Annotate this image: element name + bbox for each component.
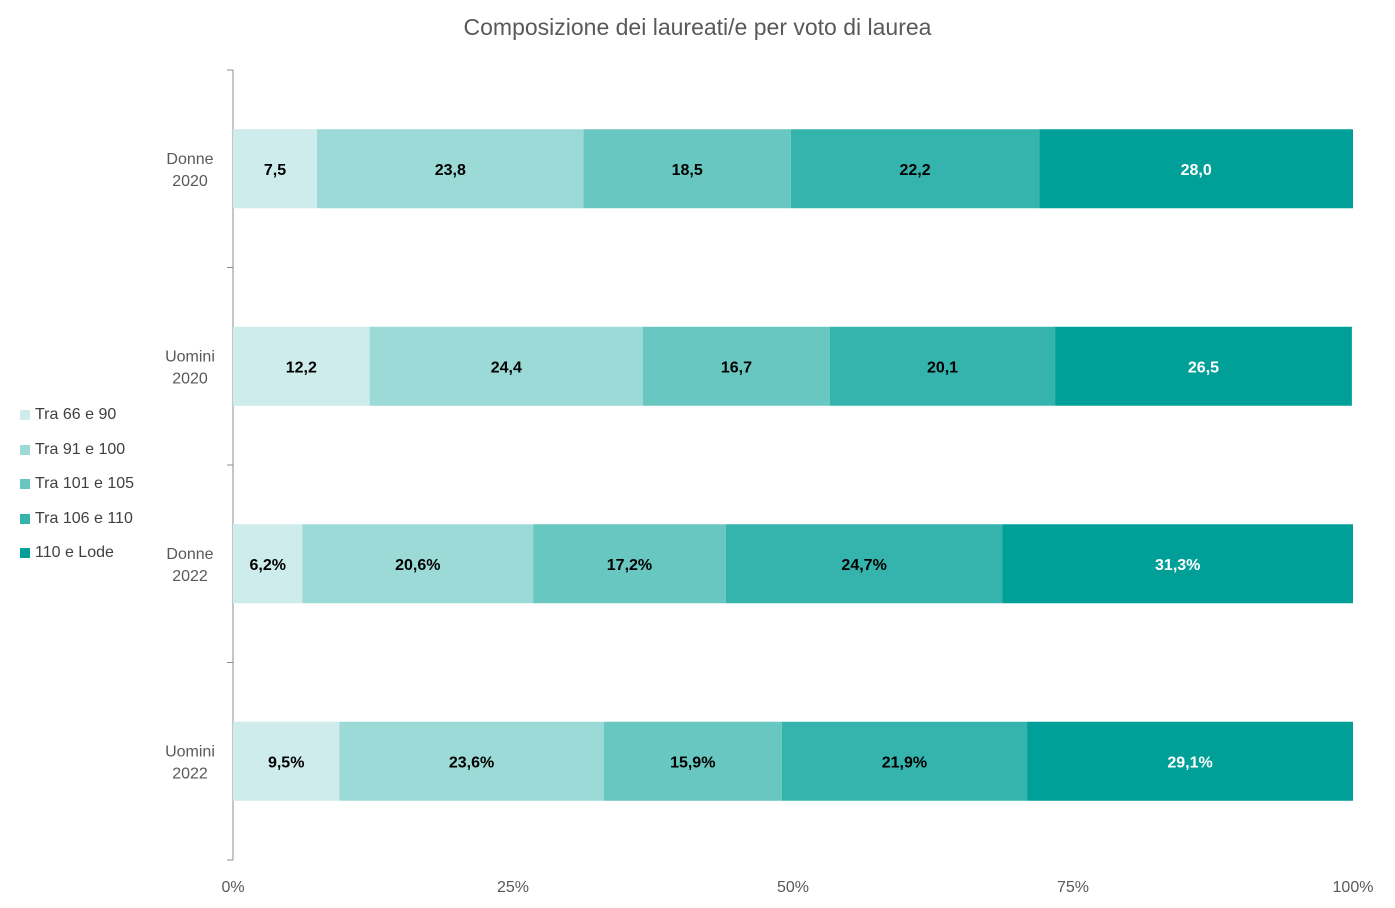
- bar-segment: [369, 326, 643, 406]
- bar-segment: [1039, 129, 1353, 209]
- x-tick-label: 25%: [497, 879, 529, 896]
- bar-segment: [233, 129, 317, 209]
- data-label: 23,6%: [449, 754, 494, 771]
- data-label: 20,1: [927, 359, 958, 376]
- x-tick-label: 50%: [777, 879, 809, 896]
- x-tick-label: 75%: [1057, 879, 1089, 896]
- data-label: 6,2%: [249, 557, 285, 574]
- bar-segment: [233, 326, 370, 406]
- category-label: Uomini: [165, 743, 215, 760]
- data-label: 12,2: [286, 359, 317, 376]
- bar-segment: [533, 524, 726, 604]
- category-label: 2020: [172, 173, 208, 190]
- data-label: 16,7: [721, 359, 752, 376]
- data-label: 18,5: [672, 162, 703, 179]
- legend-label: Tra 91 e 100: [35, 440, 126, 458]
- legend-item: 110 e Lode: [20, 536, 134, 571]
- data-label: 29,1%: [1167, 754, 1212, 771]
- data-label: 7,5: [264, 162, 286, 179]
- legend: Tra 66 e 90 Tra 91 e 100 Tra 101 e 105 Tra …: [20, 398, 134, 571]
- data-label: 21,9%: [882, 754, 927, 771]
- category-label: 2022: [172, 568, 208, 585]
- data-label: 26,5: [1188, 359, 1219, 376]
- data-label: 22,2: [900, 162, 931, 179]
- bar-segment: [1027, 721, 1353, 801]
- data-label: 23,8: [435, 162, 466, 179]
- legend-label: Tra 66 e 90: [35, 406, 117, 424]
- bar-segment: [302, 524, 534, 604]
- data-label: 15,9%: [670, 754, 715, 771]
- data-label: 17,2%: [607, 557, 652, 574]
- x-tick-label: 0%: [221, 879, 244, 896]
- category-label: Donne: [166, 546, 213, 563]
- bar-segment: [233, 721, 340, 801]
- bar-segment: [1002, 524, 1353, 604]
- bar-segment: [583, 129, 791, 209]
- bar-segment: [781, 721, 1028, 801]
- bar-segment: [1055, 326, 1352, 406]
- x-tick-label: 100%: [1333, 879, 1374, 896]
- bar-segment: [339, 721, 604, 801]
- bar-segment: [233, 524, 303, 604]
- bar-segment: [829, 326, 1056, 406]
- chart-title: Composizione dei laureati/e per voto di …: [463, 14, 932, 40]
- data-label: 31,3%: [1155, 557, 1200, 574]
- legend-item: Tra 91 e 100: [20, 433, 134, 468]
- data-label: 24,7%: [841, 557, 886, 574]
- category-label: Uomini: [165, 348, 215, 365]
- legend-swatch: [20, 479, 30, 490]
- category-label: 2020: [172, 370, 208, 387]
- legend-item: Tra 101 e 105: [20, 467, 134, 502]
- bar-segment: [725, 524, 1003, 604]
- legend-item: Tra 66 e 90: [20, 398, 134, 433]
- legend-swatch: [20, 548, 30, 559]
- bar-segment: [603, 721, 782, 801]
- data-label: 24,4: [491, 359, 522, 376]
- data-label: 9,5%: [268, 754, 304, 771]
- category-label: Donne: [166, 151, 213, 168]
- data-label: 20,6%: [395, 557, 440, 574]
- bar-segment: [790, 129, 1040, 209]
- legend-label: Tra 101 e 105: [35, 475, 135, 493]
- legend-swatch: [20, 513, 30, 524]
- bar-segment: [317, 129, 584, 209]
- bar-segment: [642, 326, 830, 406]
- legend-label: 110 e Lode: [35, 544, 114, 562]
- data-label: 28,0: [1181, 162, 1212, 179]
- legend-item: Tra 106 e 110: [20, 502, 134, 537]
- legend-swatch: [20, 444, 30, 455]
- legend-swatch: [20, 410, 30, 421]
- legend-label: Tra 106 e 110: [35, 509, 133, 527]
- category-label: 2022: [172, 765, 208, 782]
